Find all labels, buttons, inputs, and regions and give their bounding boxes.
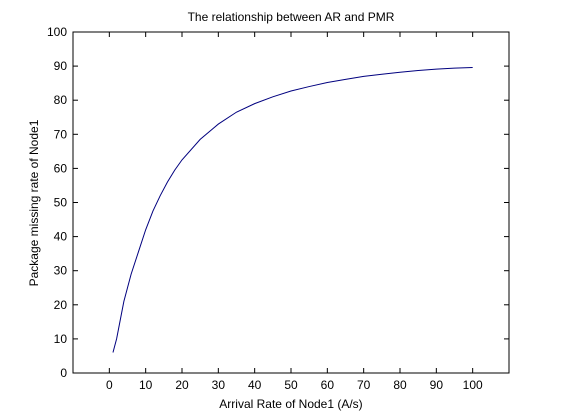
x-tick-label: 10 bbox=[139, 378, 153, 392]
y-tick-label: 100 bbox=[47, 25, 67, 39]
x-axis-ticks: 0 10 20 30 40 50 60 70 80 90 100 bbox=[106, 32, 483, 392]
series-line bbox=[112, 66, 473, 353]
x-tick-label: 80 bbox=[393, 378, 407, 392]
y-tick-label: 0 bbox=[60, 366, 67, 380]
series-layer bbox=[112, 66, 473, 353]
y-tick-label: 40 bbox=[54, 230, 68, 244]
y-tick-label: 60 bbox=[54, 161, 68, 175]
x-tick-label: 60 bbox=[321, 378, 335, 392]
x-tick-label: 70 bbox=[357, 378, 371, 392]
chart-title: The relationship between AR and PMR bbox=[188, 10, 395, 24]
y-tick-label: 10 bbox=[54, 332, 68, 346]
y-tick-label: 70 bbox=[54, 127, 68, 141]
x-tick-label: 0 bbox=[106, 378, 113, 392]
y-axis-ticks: 0 10 20 30 40 50 60 70 80 90 100 bbox=[47, 25, 509, 380]
y-tick-label: 30 bbox=[54, 264, 68, 278]
x-tick-label: 20 bbox=[175, 378, 189, 392]
plot-area bbox=[72, 31, 510, 374]
x-tick-label: 100 bbox=[463, 378, 483, 392]
y-tick-label: 90 bbox=[54, 59, 68, 73]
y-tick-label: 20 bbox=[54, 298, 68, 312]
x-tick-label: 30 bbox=[212, 378, 226, 392]
x-tick-label: 50 bbox=[284, 378, 298, 392]
y-tick-label: 80 bbox=[54, 93, 68, 107]
x-tick-label: 90 bbox=[430, 378, 444, 392]
x-axis-label: Arrival Rate of Node1 (A/s) bbox=[219, 397, 362, 411]
x-tick-label: 40 bbox=[248, 378, 262, 392]
y-tick-label: 50 bbox=[54, 196, 68, 210]
y-axis-label: Package missing rate of Node1 bbox=[27, 119, 41, 286]
